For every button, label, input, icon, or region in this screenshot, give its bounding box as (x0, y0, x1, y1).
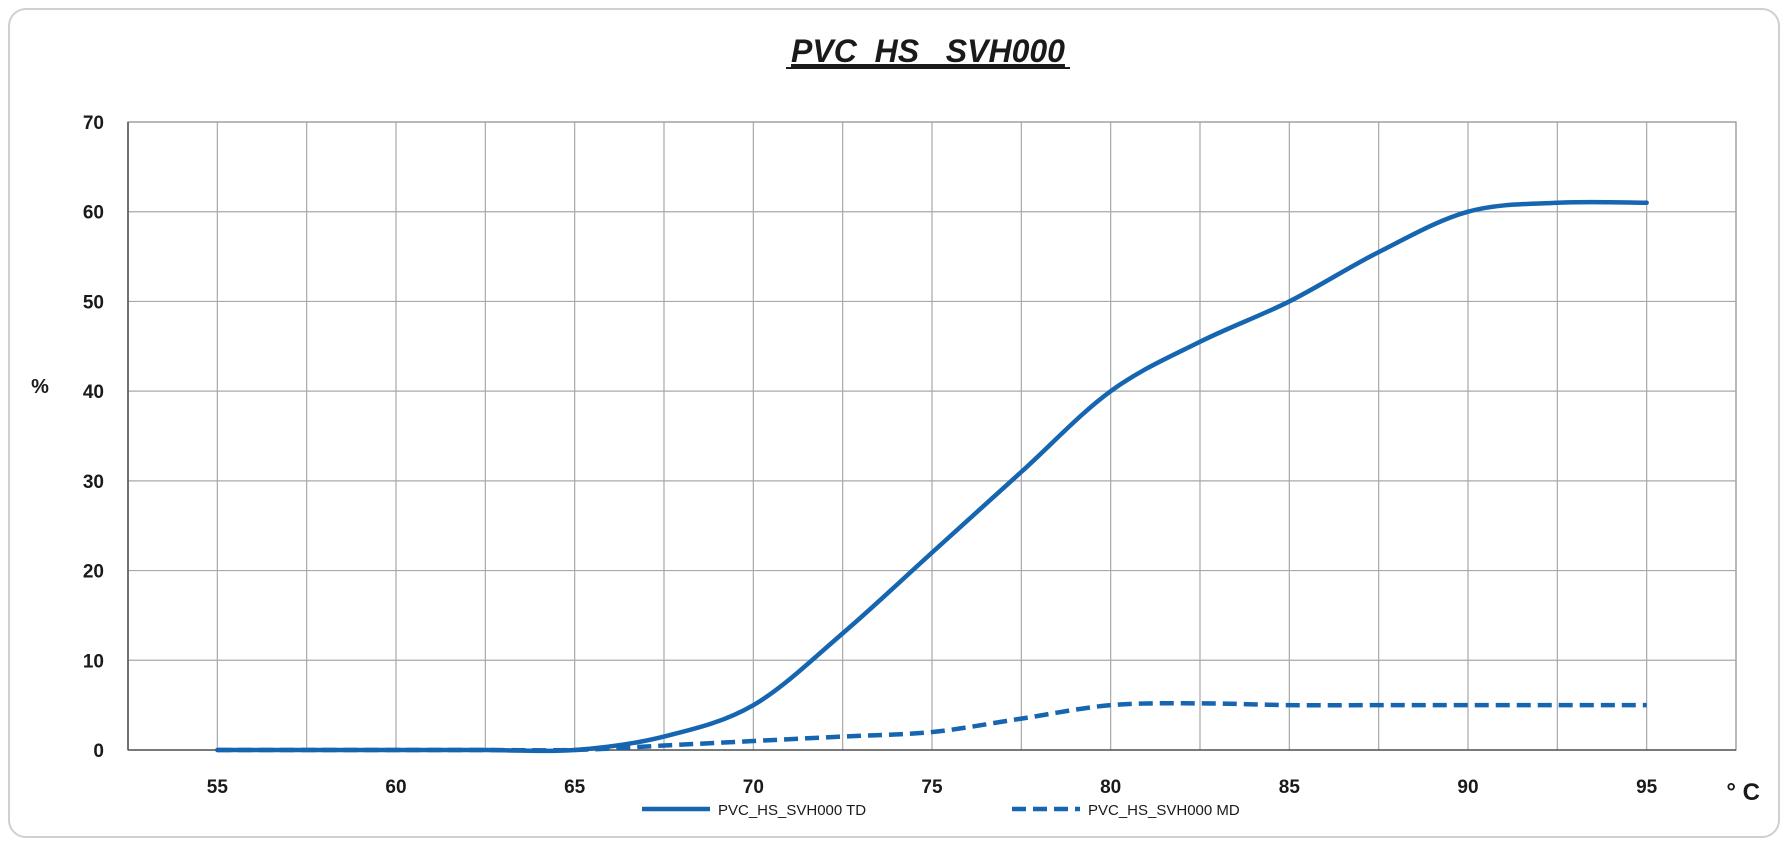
x-tick-label: 90 (1457, 777, 1478, 798)
y-tick-label: 10 (83, 651, 104, 672)
y-tick-label: 50 (83, 292, 104, 313)
x-tick-label: 95 (1636, 777, 1658, 798)
series-line-td (215, 199, 1649, 754)
tick-labels: 55 60 65 70 75 80 85 90 95 0 10 20 30 40 50 60 70 (83, 113, 1658, 798)
x-tick-label: 60 (385, 777, 406, 798)
chart-title-group: PVC_HS_ SVH000 (786, 33, 1070, 69)
legend-label: PVC_HS_SVH000 MD (1088, 802, 1240, 819)
grid-lines (128, 122, 1736, 750)
y-tick-label: 20 (83, 562, 104, 583)
x-tick-label: 55 (207, 777, 229, 798)
y-tick-label: 0 (93, 741, 104, 762)
legend: PVC_HS_SVH000 TD PVC_HS_SVH000 MD (642, 802, 1240, 819)
x-tick-label: 70 (743, 777, 764, 798)
y-tick-label: 70 (83, 113, 104, 134)
series-lines (215, 199, 1649, 754)
x-axis-label: ° C (1726, 779, 1760, 806)
series-line-md (217, 700, 1647, 753)
y-tick-label: 60 (83, 203, 104, 224)
y-tick-label: 40 (83, 382, 104, 403)
x-tick-label: 65 (564, 777, 586, 798)
y-tick-label: 30 (83, 472, 104, 493)
x-tick-label: 75 (921, 777, 943, 798)
legend-label: PVC_HS_SVH000 TD (718, 802, 866, 819)
y-axis-label: % (31, 376, 49, 398)
x-tick-label: 85 (1279, 777, 1301, 798)
x-tick-label: 80 (1100, 777, 1121, 798)
chart-title: PVC_HS_ SVH000 (791, 33, 1065, 69)
